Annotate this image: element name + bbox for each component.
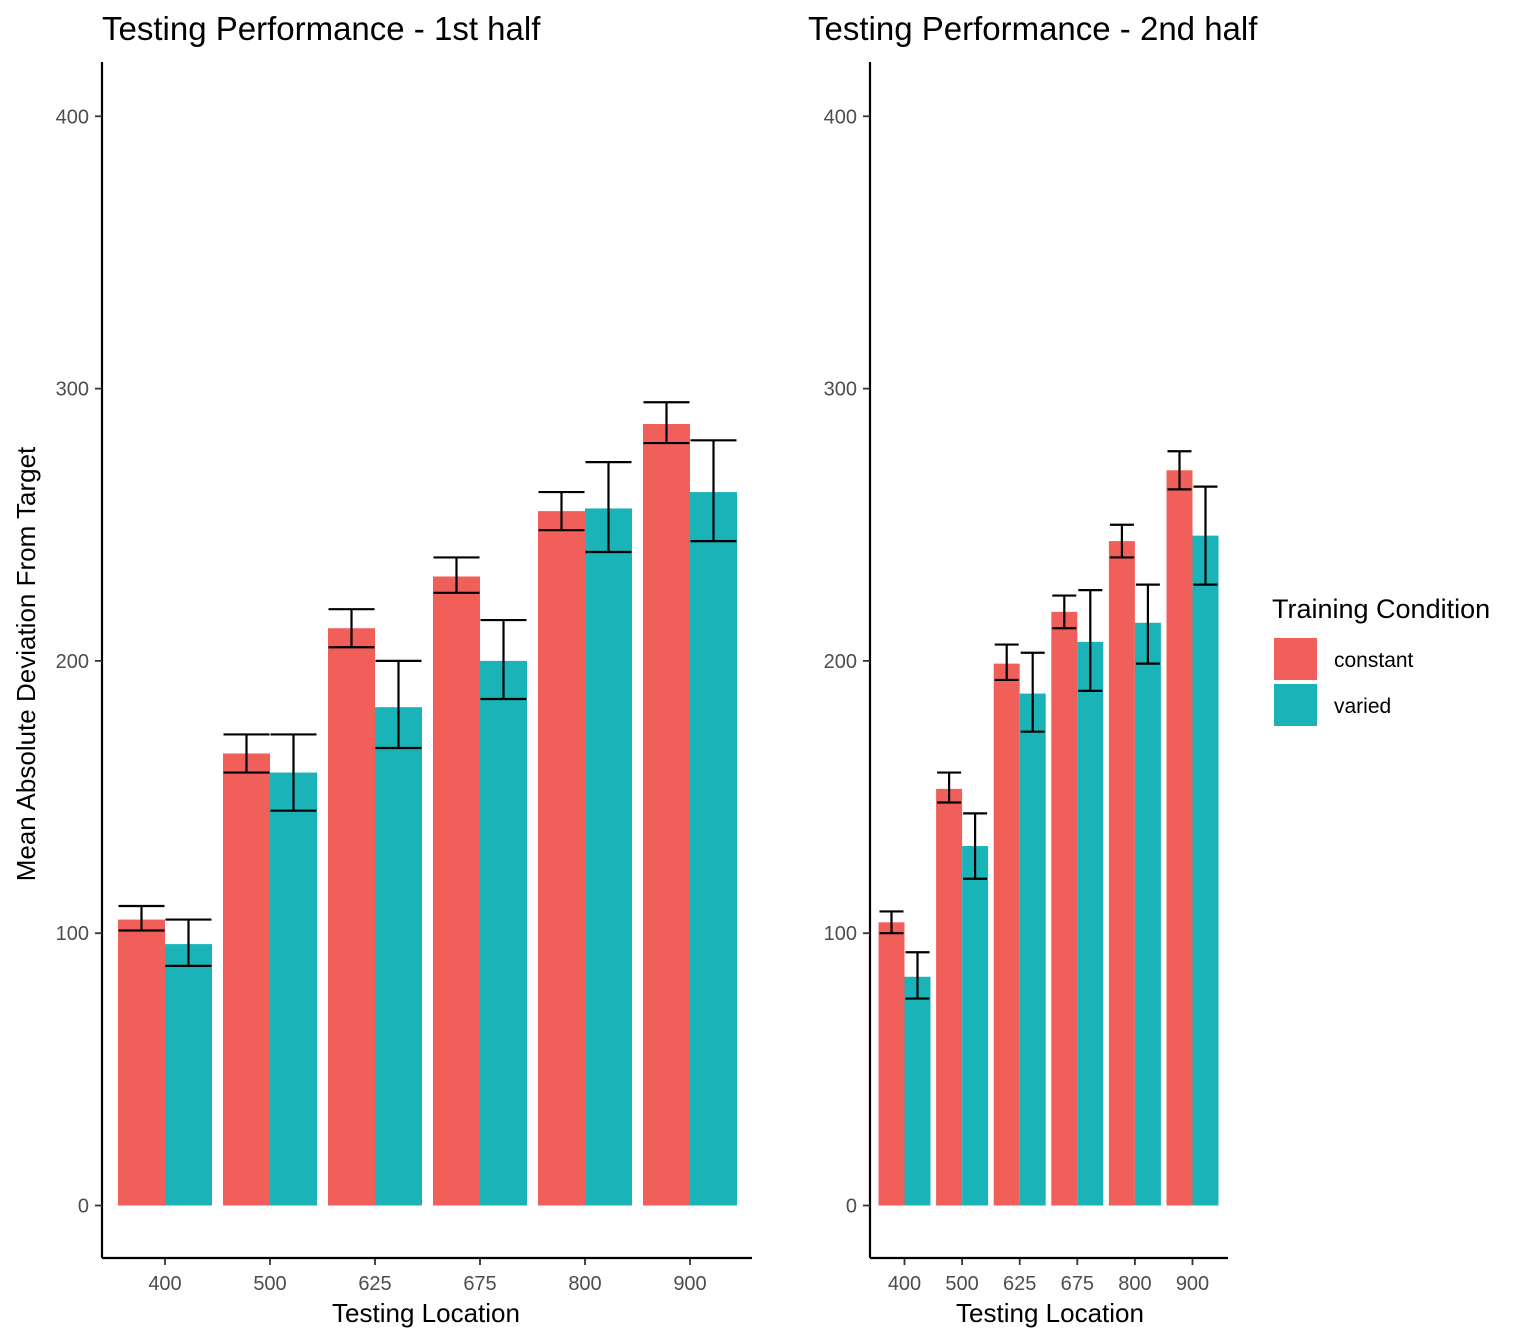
chart-title: Testing Performance - 1st half <box>102 10 541 47</box>
y-tick-label: 300 <box>824 379 857 401</box>
bar-constant-625 <box>328 628 375 1206</box>
bar-constant-500 <box>223 753 270 1206</box>
bar-constant-675 <box>433 576 480 1206</box>
y-tick-label: 200 <box>56 651 89 673</box>
x-tick-label: 900 <box>673 1273 706 1295</box>
chart-title: Testing Performance - 2nd half <box>808 10 1258 47</box>
x-tick-label: 900 <box>1176 1273 1209 1295</box>
bar-constant-900 <box>1166 470 1193 1206</box>
panel-2nd-half: Testing Performance - 2nd half Testing L… <box>808 10 1258 1328</box>
legend: Training Condition constant varied <box>1272 594 1490 726</box>
errorbars-layer <box>118 401 737 967</box>
bar-constant-400 <box>118 919 165 1206</box>
panel-1st-half: Testing Performance - 1st half Testing L… <box>11 10 752 1328</box>
x-tick-label: 500 <box>945 1273 978 1295</box>
bar-varied-625 <box>375 707 422 1206</box>
bar-constant-675 <box>1051 611 1078 1206</box>
bar-varied-800 <box>585 508 632 1206</box>
y-axis-title: Mean Absolute Deviation From Target <box>11 446 41 881</box>
x-tick-label: 400 <box>148 1273 181 1295</box>
bar-varied-500 <box>962 846 989 1206</box>
bar-constant-800 <box>1108 541 1135 1206</box>
x-tick-label: 400 <box>888 1273 921 1295</box>
y-tick-label: 300 <box>56 379 89 401</box>
x-tick-label: 500 <box>253 1273 286 1295</box>
y-tick-label: 400 <box>824 106 857 128</box>
x-tick-label: 625 <box>1003 1273 1036 1295</box>
x-tick-label: 800 <box>1118 1273 1151 1295</box>
bars-layer <box>878 470 1219 1206</box>
bar-varied-675 <box>1077 641 1104 1206</box>
bar-varied-900 <box>1192 535 1219 1206</box>
bar-varied-625 <box>1019 693 1046 1206</box>
bar-constant-900 <box>643 423 690 1206</box>
legend-swatch-constant <box>1274 638 1317 680</box>
legend-label-varied: varied <box>1334 695 1391 718</box>
y-tick-label: 200 <box>824 651 857 673</box>
legend-swatch-varied <box>1274 684 1317 726</box>
bar-varied-400 <box>904 976 931 1206</box>
y-tick-label: 100 <box>56 923 89 945</box>
x-tick-label: 625 <box>358 1273 391 1295</box>
x-tick-label: 800 <box>568 1273 601 1295</box>
bars-layer <box>118 423 737 1206</box>
axes-layer: 400 500 625 675 800 900 0 100 200 300 400 <box>824 62 1228 1295</box>
bar-constant-500 <box>936 788 963 1206</box>
bar-varied-800 <box>1134 622 1161 1206</box>
legend-label-constant: constant <box>1334 649 1414 672</box>
bar-constant-800 <box>538 511 585 1206</box>
x-axis-title: Testing Location <box>332 1298 520 1328</box>
x-tick-label: 675 <box>1061 1273 1094 1295</box>
bar-constant-625 <box>993 663 1020 1206</box>
x-tick-label: 675 <box>463 1273 496 1295</box>
axes-layer: 400 500 625 675 800 900 0 100 200 300 400 <box>56 62 752 1295</box>
errorbars-layer <box>879 450 1218 1000</box>
y-tick-label: 400 <box>56 106 89 128</box>
bar-varied-500 <box>270 772 317 1206</box>
y-tick-label: 0 <box>78 1196 89 1218</box>
x-axis-title: Testing Location <box>956 1298 1144 1328</box>
bar-varied-675 <box>480 660 527 1206</box>
y-tick-label: 0 <box>846 1196 857 1218</box>
y-tick-label: 100 <box>824 923 857 945</box>
bar-varied-400 <box>165 944 212 1206</box>
legend-title: Training Condition <box>1272 594 1490 624</box>
bar-constant-400 <box>878 922 905 1206</box>
bar-varied-900 <box>690 492 737 1206</box>
